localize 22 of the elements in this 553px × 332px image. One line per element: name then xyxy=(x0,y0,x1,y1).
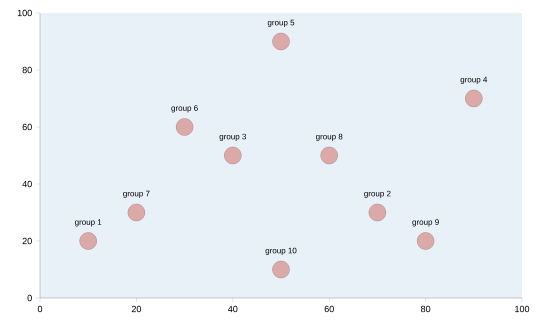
x-tick-label: 20 xyxy=(132,306,142,312)
annotation: group 2 xyxy=(364,190,391,198)
annotation: group 3 xyxy=(220,134,246,141)
y-tick-label: 100 xyxy=(18,10,32,16)
y-tick-label: 80 xyxy=(22,66,32,74)
annotation: group 10 xyxy=(266,248,296,255)
annotation: group 5 xyxy=(268,20,294,27)
y-tick-label: 40 xyxy=(22,180,32,188)
annotation: group 1 xyxy=(74,219,102,226)
y-tick-label: 60 xyxy=(22,124,32,130)
annotation: group 6 xyxy=(171,105,198,112)
x-tick-label: 40 xyxy=(228,306,238,312)
x-tick-label: 100 xyxy=(515,306,530,312)
annotation: group 9 xyxy=(412,219,439,226)
x-tick-label: 60 xyxy=(324,306,334,312)
y-tick-label: 20 xyxy=(22,238,32,244)
y-tick-label: 0 xyxy=(28,294,32,302)
annotation: group 8 xyxy=(316,134,342,141)
x-tick-label: 0 xyxy=(38,306,42,312)
annotation: group 4 xyxy=(460,76,488,84)
annotation: group 7 xyxy=(123,190,150,198)
x-tick-label: 80 xyxy=(420,306,430,312)
